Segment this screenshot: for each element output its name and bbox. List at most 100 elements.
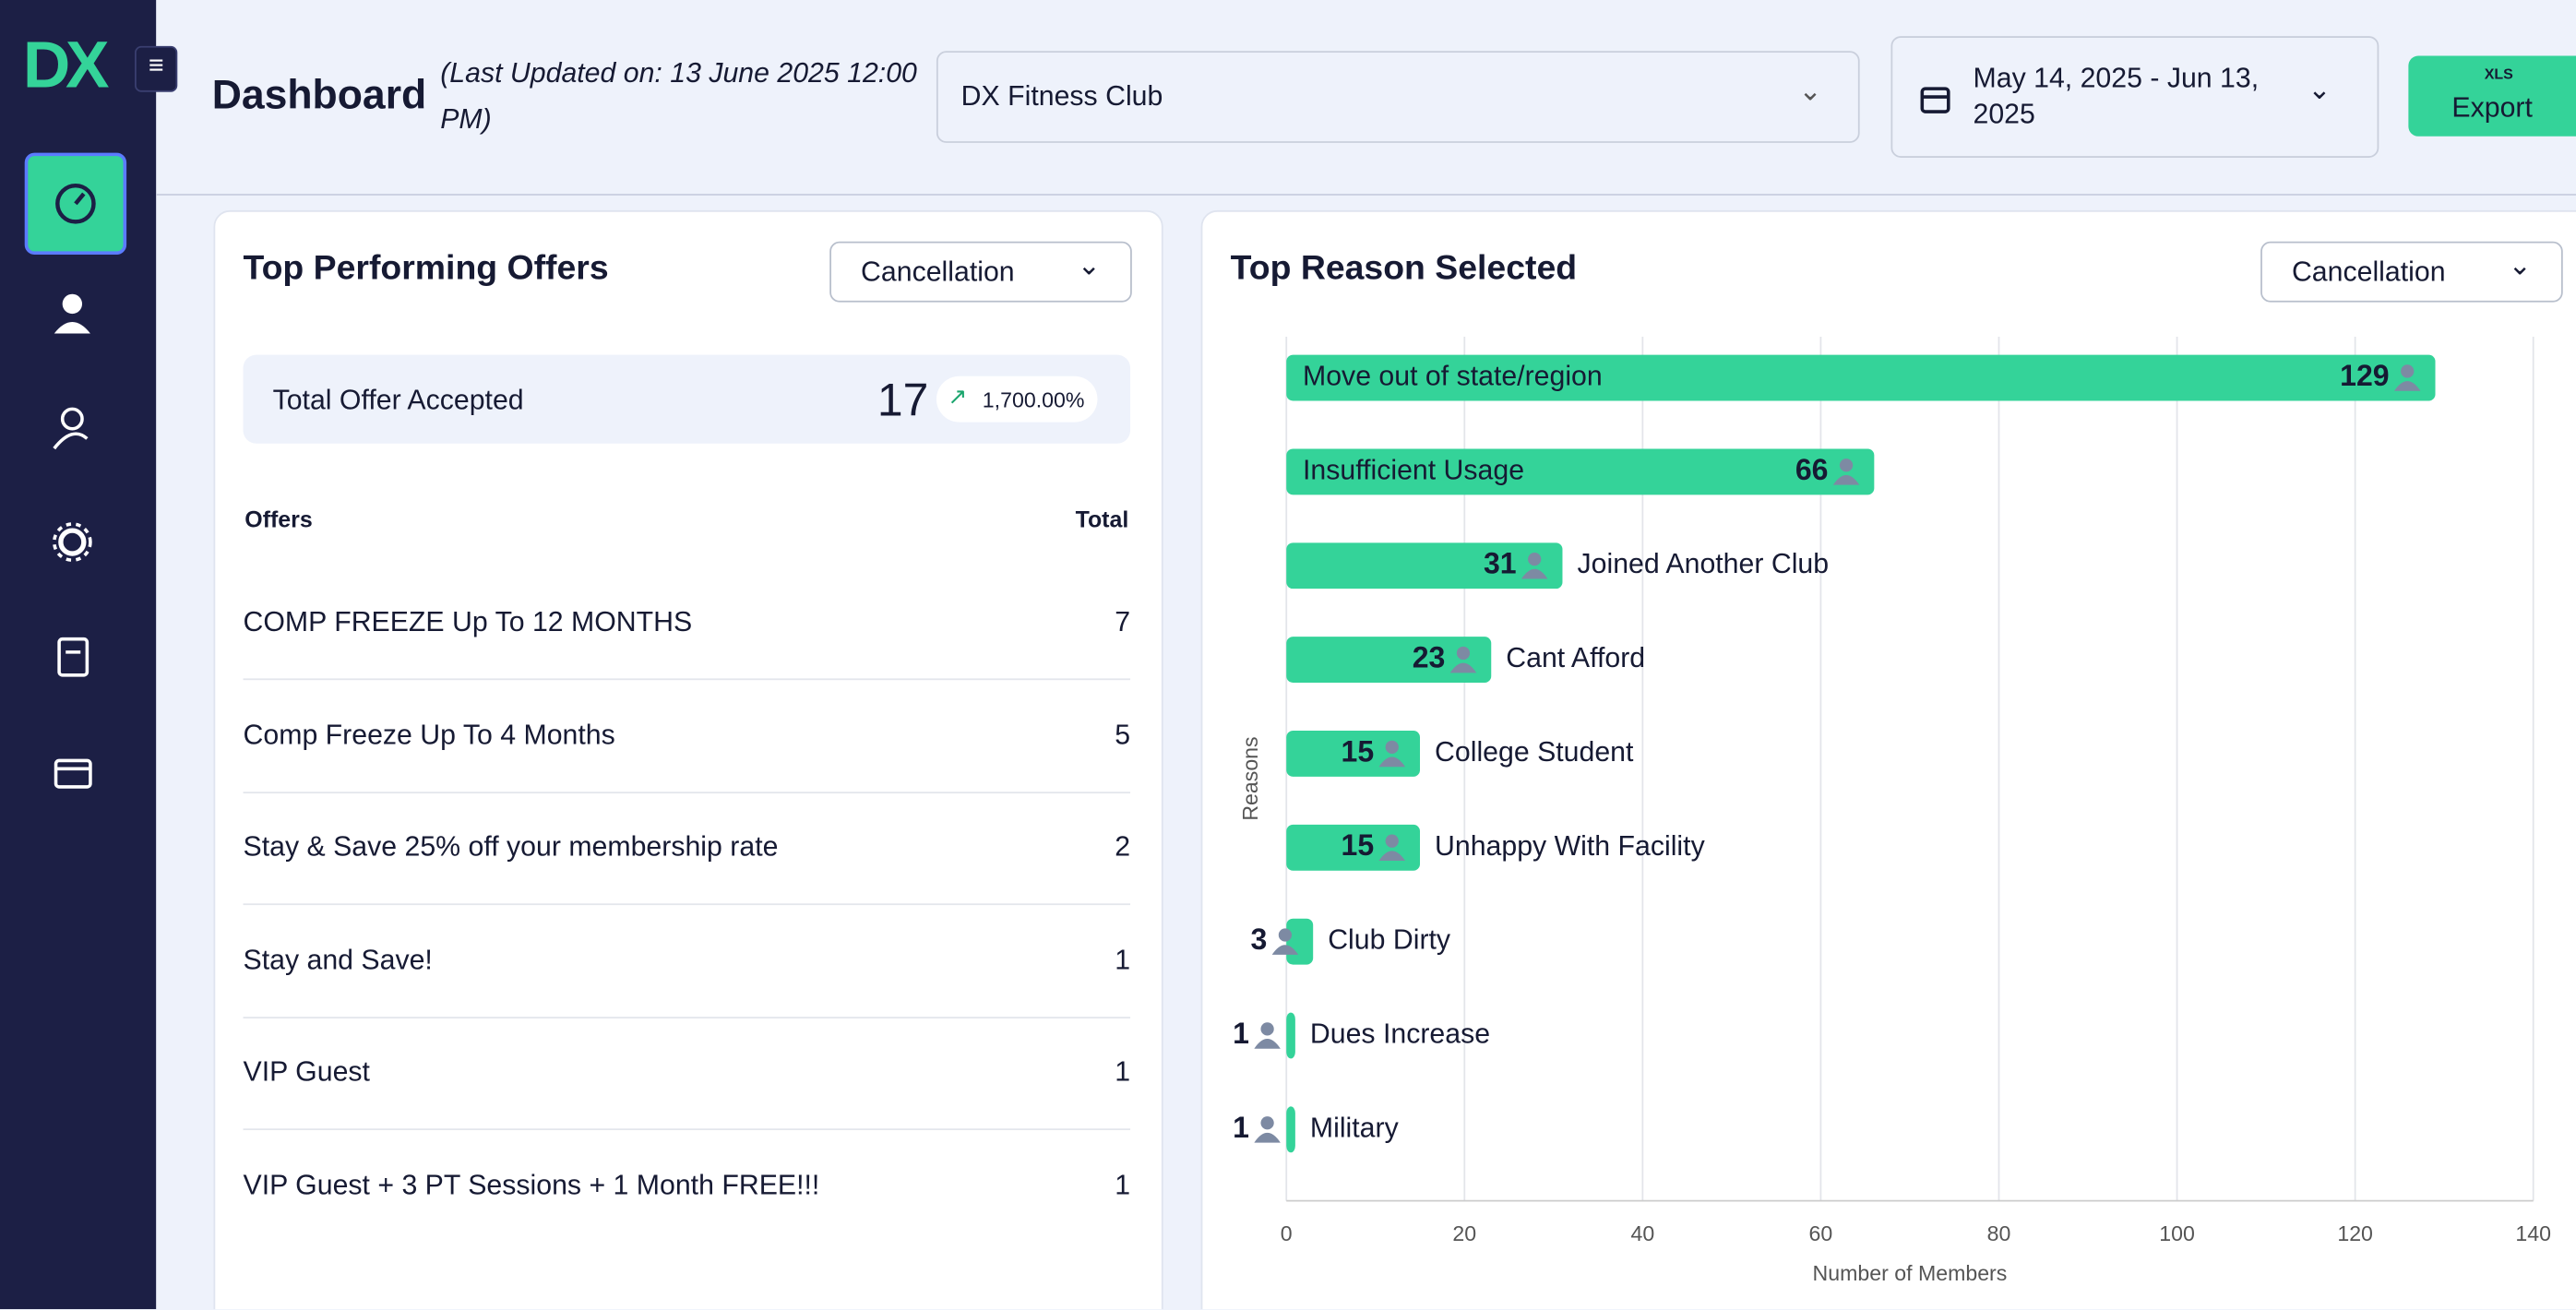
offer-row: VIP Guest + 3 PT Sessions + 1 Month FREE… — [244, 1130, 1131, 1242]
person-icon — [1449, 646, 1477, 673]
x-tick-label: 120 — [2337, 1221, 2373, 1245]
x-tick-label: 100 — [2159, 1221, 2195, 1245]
export-button[interactable]: XLS Export — [2408, 55, 2576, 137]
person-icon — [1378, 834, 1405, 862]
filter-label: Cancellation — [861, 256, 1015, 288]
person-icon — [1271, 928, 1299, 955]
icon-body — [1254, 1039, 1281, 1049]
summary-total: 17 — [877, 374, 929, 426]
offer-total: 1 — [1115, 944, 1131, 976]
offer-total: 1 — [1115, 1169, 1131, 1201]
offer-total: 5 — [1115, 719, 1131, 751]
offer-name: VIP Guest + 3 PT Sessions + 1 Month FREE… — [243, 1169, 820, 1201]
date-range: May 14, 2025 - Jun 13, 2025 — [1973, 62, 2260, 130]
chevron: ⌄ — [1798, 75, 1822, 107]
last-updated: (Last Updated on: 13 June 2025 12:00 PM) — [440, 57, 917, 136]
x-axis-label: Number of Members — [1813, 1261, 2008, 1285]
icon-head — [1385, 834, 1399, 848]
icon-head — [1260, 1022, 1274, 1036]
offer-row: Stay and Save! 1 — [243, 905, 1131, 1018]
bar-label: Dues Increase — [1310, 1018, 1490, 1049]
summary-label: Total Offer Accepted — [272, 384, 524, 416]
icon-head — [1528, 552, 1542, 566]
calendar-icon — [1920, 87, 1950, 113]
offers-title: Top Performing Offers — [243, 249, 609, 288]
icon-head — [1260, 1116, 1274, 1130]
page-title: Dashboard — [211, 72, 427, 119]
offer-name: COMP FREEZE Up To 12 MONTHS — [243, 606, 693, 637]
filter-label: Cancellation — [2291, 256, 2446, 288]
bar-label: College Student — [1435, 737, 1634, 768]
offers-filter[interactable]: Cancellation ⌄ — [829, 241, 1132, 303]
nav-icon — [55, 183, 96, 224]
club-name: DX Fitness Club — [960, 80, 1163, 113]
x-tick-label: 0 — [1281, 1221, 1293, 1245]
date-select[interactable]: May 14, 2025 - Jun 13, 2025 ⌄ — [1890, 36, 2379, 158]
person-icon — [1254, 1022, 1281, 1049]
bar — [1286, 542, 1563, 590]
offer-name: Comp Freeze Up To 4 Months — [243, 719, 615, 751]
icon-head — [2401, 364, 2415, 378]
offer-total: 7 — [1115, 606, 1131, 637]
bar-value: 15 — [1342, 828, 1375, 862]
offer-row: VIP Guest 1 — [243, 1018, 1131, 1131]
bar-label: Military — [1310, 1113, 1400, 1143]
x-tick-label: 40 — [1630, 1221, 1654, 1245]
person-icon — [1832, 458, 1860, 485]
icon-body — [1378, 851, 1405, 862]
bar-label: Insufficient Usage — [1303, 455, 1524, 485]
x-tick-label: 60 — [1809, 1221, 1833, 1245]
chevron: ⌄ — [1077, 249, 1102, 281]
bar-value: 23 — [1413, 641, 1446, 674]
x-tick-label: 20 — [1452, 1221, 1476, 1245]
bar-label: Unhappy With Facility — [1435, 831, 1706, 862]
icon-body — [1521, 568, 1548, 579]
sidebar: DX ≡ — [0, 0, 178, 1310]
column-header: Offers — [244, 506, 313, 532]
trend-icon: ↗ — [948, 382, 968, 410]
reasons-title: Top Reason Selected — [1230, 249, 1578, 288]
chevron: ⌄ — [2308, 74, 2332, 105]
y-axis-label: Reasons — [1238, 736, 1262, 820]
summary-change: 1,700.00% — [982, 387, 1085, 412]
bar-value: 15 — [1342, 734, 1375, 768]
offer-name: Stay and Save! — [243, 944, 433, 976]
menu-toggle[interactable]: ≡ — [135, 45, 178, 92]
reasons-filter[interactable]: Cancellation ⌄ — [2260, 241, 2563, 303]
bar-value: 66 — [1795, 453, 1829, 486]
bar-value: 3 — [1250, 923, 1267, 956]
icon-body — [1449, 662, 1477, 673]
bar-value: 31 — [1484, 547, 1517, 580]
person-icon — [1254, 1116, 1281, 1143]
nav-icons[interactable] — [46, 288, 102, 814]
x-tick-label: 80 — [1987, 1221, 2011, 1245]
offer-row: COMP FREEZE Up To 12 MONTHS 7 — [243, 566, 1131, 681]
bar-label: Joined Another Club — [1577, 549, 1829, 579]
nav-dashboard[interactable] — [24, 152, 127, 255]
icon-body — [1254, 1132, 1281, 1143]
offer-name: Stay & Save 25% off your membership rate — [243, 831, 779, 863]
summary-box: Total Offer Accepted 17 ↗ 1,700.00% — [243, 354, 1131, 444]
export-icon: XLS — [2484, 66, 2513, 83]
offer-name: VIP Guest — [243, 1056, 370, 1089]
offer-total: 2 — [1115, 831, 1131, 863]
column-header: Total — [1075, 506, 1129, 532]
icon-body — [2393, 381, 2421, 391]
change-pill: ↗ 1,700.00% — [936, 375, 1098, 423]
bar-value: 1 — [1233, 1017, 1249, 1050]
top-bar — [156, 0, 2576, 196]
bar — [1286, 918, 1314, 965]
reasons-chart: 0 20 40 60 80 100 120 140 Number of Members Reaso… — [1233, 337, 2551, 1285]
person-icon — [2393, 364, 2421, 391]
offer-row: Stay & Save 25% off your membership rate… — [243, 792, 1131, 906]
bar-label: Move out of state/region — [1303, 362, 1603, 392]
icon-body — [1271, 945, 1299, 955]
icon-body — [1832, 474, 1860, 485]
x-tick-label: 140 — [2515, 1221, 2551, 1245]
club-select[interactable]: DX Fitness Club ⌄ — [936, 51, 1860, 143]
bar-value: 1 — [1233, 1111, 1249, 1144]
icon-head — [1278, 928, 1293, 942]
bar-label: Club Dirty — [1328, 925, 1451, 956]
bar — [1286, 1106, 1295, 1153]
